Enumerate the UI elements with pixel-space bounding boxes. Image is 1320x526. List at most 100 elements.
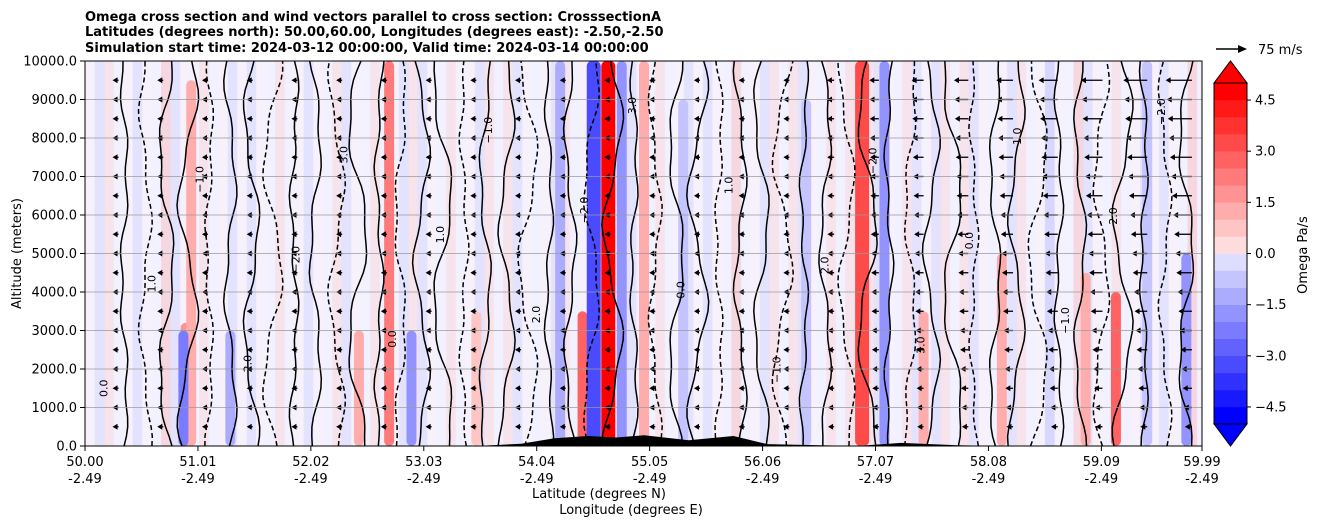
wind-vector-head	[649, 154, 655, 161]
quiver-key: 75 m/s	[1216, 43, 1303, 58]
x-tick-label-lat: 51.01	[179, 455, 216, 470]
contour-label: −2.0	[867, 147, 880, 174]
plot-area: 0.0 1.0 −1.0 2.0 −2.0 3.0 0.0 1.0 −1.0 2.0 −2.0 3.0…	[85, 61, 1202, 446]
wind-vector-head	[997, 115, 1003, 122]
x-tick-label-lat: 59.09	[1083, 455, 1120, 470]
wind-vector-head	[604, 385, 610, 392]
colorbar-segment	[1214, 219, 1247, 237]
x-tick-label-lat: 59.99	[1183, 455, 1220, 470]
colorbar-tick-label: 4.5	[1255, 94, 1276, 109]
x-tick-label-lon: -2.49	[859, 472, 893, 487]
contour-label: −1.0	[194, 166, 207, 193]
wind-vector-head	[827, 154, 833, 161]
wind-vector-head	[871, 269, 877, 276]
wind-vector-head	[828, 423, 834, 430]
wind-vector-head	[1042, 192, 1048, 199]
x-axis: 50.00 -2.49 51.01 -2.49 52.02 -2.49 53.03 -2.49…	[66, 446, 1221, 487]
x-tick-label-lon: -2.49	[1185, 472, 1219, 487]
wind-vector-head	[291, 231, 297, 238]
wind-vector-head	[246, 77, 252, 84]
wind-vector-head	[1087, 231, 1093, 238]
wind-vector-head	[380, 423, 386, 430]
colorbar-segment	[1214, 83, 1247, 101]
wind-vector-head	[871, 308, 877, 315]
wind-vector-head	[916, 346, 922, 353]
wind-vector-head	[960, 346, 966, 353]
y-axis-label: Altitude (meters)	[10, 198, 25, 309]
wind-vector-head	[604, 231, 610, 238]
wind-vector-head	[1136, 346, 1142, 353]
contour-label: 1.0	[145, 275, 158, 293]
wind-vector-head	[870, 231, 876, 238]
contour-label: −2.0	[290, 246, 303, 273]
wind-vector-head	[425, 308, 431, 315]
omega-contour-line	[1027, 61, 1048, 446]
omega-feature	[353, 330, 364, 446]
wind-vector-head	[960, 385, 966, 392]
x-tick-label-lon: -2.49	[972, 472, 1006, 487]
omega-feature	[918, 311, 929, 446]
colorbar-tick-label: −3.0	[1255, 349, 1287, 364]
wind-vector-head	[604, 308, 610, 315]
wind-vector-head	[914, 269, 920, 276]
wind-vector-head	[1080, 77, 1086, 84]
wind-vector-head	[380, 115, 386, 122]
colorbar-extend-max	[1213, 60, 1248, 84]
wind-vector-head	[515, 77, 521, 84]
omega-feature	[1080, 272, 1091, 446]
contour-label: 0.0	[963, 232, 976, 250]
contour-label: 1.0	[722, 177, 735, 195]
wind-vector-head	[515, 154, 521, 161]
colorbar-tick-label: −4.5	[1255, 400, 1287, 415]
wind-vector-head	[380, 231, 386, 238]
wind-vector-head	[738, 77, 744, 84]
wind-vector-head	[336, 115, 342, 122]
wind-vector-head	[783, 231, 789, 238]
wind-vector-head	[693, 154, 699, 161]
wind-vector-head	[112, 346, 118, 353]
wind-vector-head	[201, 308, 207, 315]
wind-vector-head	[649, 385, 655, 392]
wind-vector-head	[246, 423, 252, 430]
omega-contour-line	[262, 61, 284, 446]
wind-vector-head	[827, 385, 833, 392]
colorbar-tick-label: 0.0	[1255, 247, 1276, 262]
wind-vector-head	[872, 423, 878, 430]
chart-title-line-3: Simulation start time: 2024-03-12 00:00:…	[85, 41, 649, 56]
wind-vector-head	[1123, 77, 1129, 84]
wind-vector-head	[425, 231, 431, 238]
wind-vector-head	[425, 115, 431, 122]
x-tick-label-lon: -2.49	[633, 472, 667, 487]
wind-vector-head	[1082, 115, 1088, 122]
wind-vector-head	[1044, 231, 1050, 238]
x-tick-label-lat: 50.00	[66, 455, 103, 470]
x-axis-label-longitude: Longitude (degrees E)	[559, 503, 703, 518]
wind-vector-head	[380, 346, 386, 353]
wind-vector-head	[380, 308, 386, 315]
contour-label: 2.0	[242, 355, 255, 373]
wind-vector-head	[515, 423, 521, 430]
x-axis-label-latitude: Latitude (degrees N)	[532, 487, 666, 502]
wind-vector-head	[1138, 385, 1144, 392]
wind-vector-head	[1092, 346, 1098, 353]
wind-vector-head	[1006, 423, 1012, 430]
wind-vector-head	[201, 346, 207, 353]
colorbar-tick-label: −1.5	[1255, 298, 1287, 313]
wind-vector-head	[1178, 308, 1184, 315]
wind-vector-head	[246, 231, 252, 238]
wind-vector-head	[425, 385, 431, 392]
wind-vector-head	[912, 154, 918, 161]
wind-vector-head	[201, 192, 207, 199]
wind-vector-head	[693, 115, 699, 122]
wind-vector-head	[649, 346, 655, 353]
wind-vector-head	[336, 231, 342, 238]
contour-label: 1.0	[1011, 127, 1024, 145]
colorbar-extend-min	[1213, 423, 1248, 447]
wind-vector-head	[201, 385, 207, 392]
wind-vector-head	[827, 115, 833, 122]
omega-feature	[577, 311, 588, 446]
wind-vector-head	[783, 115, 789, 122]
wind-vector-head	[649, 77, 655, 84]
contour-label: 0.0	[674, 281, 687, 299]
wind-vector-head	[291, 77, 297, 84]
